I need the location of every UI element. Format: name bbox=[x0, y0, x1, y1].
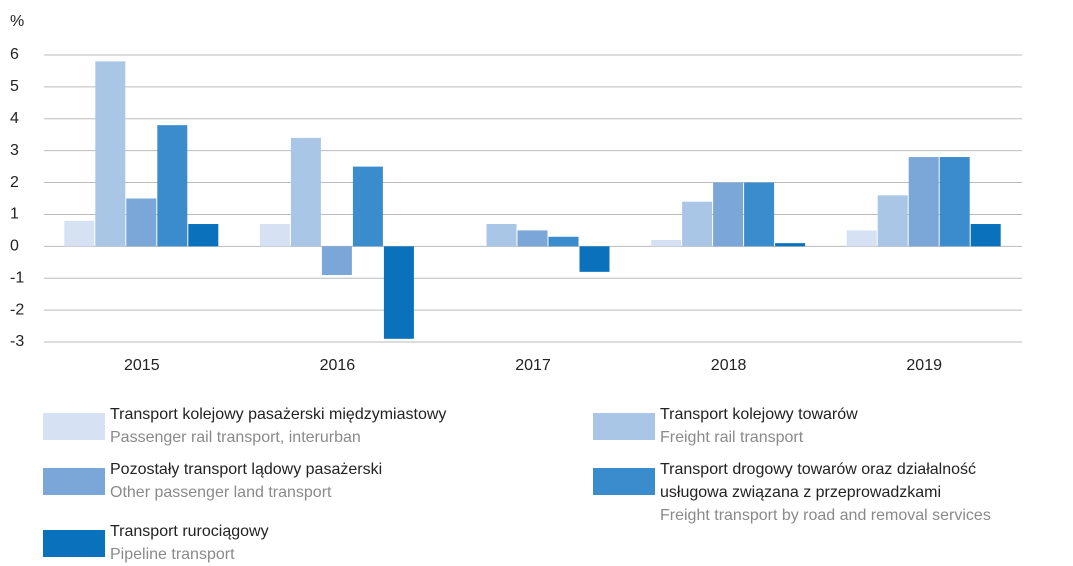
legend-item: Transport drogowy towarów oraz działalno… bbox=[593, 458, 1010, 527]
legend-label: Passenger rail transport, interurban bbox=[110, 429, 361, 446]
y-tick-label: -2 bbox=[10, 301, 24, 318]
legend-item: Pozostały transport lądowy pasażerski Oth… bbox=[43, 458, 460, 504]
legend-text: Transport drogowy towarów oraz działalno… bbox=[660, 458, 1010, 527]
legend-label: Other passenger land transport bbox=[110, 484, 332, 501]
bar bbox=[95, 61, 126, 247]
bar bbox=[352, 166, 383, 247]
legend-label: Freight transport by road and removal se… bbox=[660, 507, 991, 524]
y-tick-label: 4 bbox=[10, 110, 19, 127]
bar bbox=[682, 201, 713, 247]
bar bbox=[548, 236, 579, 247]
x-tick-label: 2015 bbox=[124, 357, 160, 374]
bar bbox=[713, 182, 744, 247]
legend-item: Transport rurociągowy Pipeline transport bbox=[43, 520, 460, 566]
legend-swatch bbox=[43, 413, 105, 440]
legend-swatch bbox=[593, 413, 655, 440]
legend-label: Transport rurociągowy bbox=[110, 523, 269, 540]
legend-swatch bbox=[593, 468, 655, 495]
x-tick-label: 2016 bbox=[320, 357, 356, 374]
y-tick-label: 1 bbox=[10, 206, 19, 223]
bar bbox=[579, 246, 610, 272]
x-tick-label: 2018 bbox=[711, 357, 747, 374]
y-tick-label: -3 bbox=[10, 333, 24, 350]
y-tick-label: 0 bbox=[10, 238, 19, 255]
y-tick-label: 6 bbox=[10, 46, 19, 63]
legend-swatch bbox=[43, 468, 105, 495]
legend-item: Transport kolejowy pasażerski międzymias… bbox=[43, 403, 460, 449]
legend-label: Pozostały transport lądowy pasażerski bbox=[110, 461, 383, 478]
bar bbox=[188, 224, 219, 247]
bar bbox=[383, 246, 414, 339]
legend-text: Transport kolejowy towarów Freight rail t… bbox=[660, 403, 1010, 449]
y-tick-label: -1 bbox=[10, 269, 24, 286]
y-axis-label: % bbox=[10, 13, 24, 30]
bar bbox=[775, 243, 806, 247]
bar bbox=[651, 239, 682, 247]
legend-text: Pozostały transport lądowy pasażerski Oth… bbox=[110, 458, 460, 504]
bar bbox=[290, 137, 321, 247]
bar bbox=[846, 230, 877, 247]
bar bbox=[157, 125, 188, 247]
bar bbox=[486, 224, 517, 247]
bar bbox=[321, 246, 352, 276]
bar bbox=[908, 157, 939, 247]
bar bbox=[126, 198, 157, 247]
legend-swatch bbox=[43, 530, 105, 557]
legend-text: Transport rurociągowy Pipeline transport bbox=[110, 520, 460, 566]
x-tick-label: 2019 bbox=[906, 357, 942, 374]
bar bbox=[259, 224, 290, 247]
legend-label: Transport kolejowy towarów bbox=[660, 406, 858, 423]
legend-label: Freight rail transport bbox=[660, 429, 804, 446]
y-tick-label: 2 bbox=[10, 174, 19, 191]
bar bbox=[877, 195, 908, 247]
bar bbox=[939, 157, 970, 247]
legend-label: Pipeline transport bbox=[110, 546, 235, 563]
legend-label: Transport kolejowy pasażerski międzymias… bbox=[110, 406, 447, 423]
chart: % -3 -2 -1 0 1 2 3 4 5 6 2015 2016 2017 2018 2019 bbox=[10, 13, 1022, 374]
y-tick-label: 3 bbox=[10, 142, 19, 159]
x-tick-label: 2017 bbox=[515, 357, 551, 374]
y-tick-label: 5 bbox=[10, 78, 19, 95]
legend-text: Transport kolejowy pasażerski międzymias… bbox=[110, 403, 460, 449]
legend-item: Transport kolejowy towarów Freight rail t… bbox=[593, 403, 1010, 449]
bar bbox=[517, 230, 548, 247]
legend-label: Transport drogowy towarów oraz działalno… bbox=[660, 461, 976, 501]
bar bbox=[64, 220, 95, 247]
bar bbox=[970, 224, 1001, 247]
bar bbox=[744, 182, 775, 247]
